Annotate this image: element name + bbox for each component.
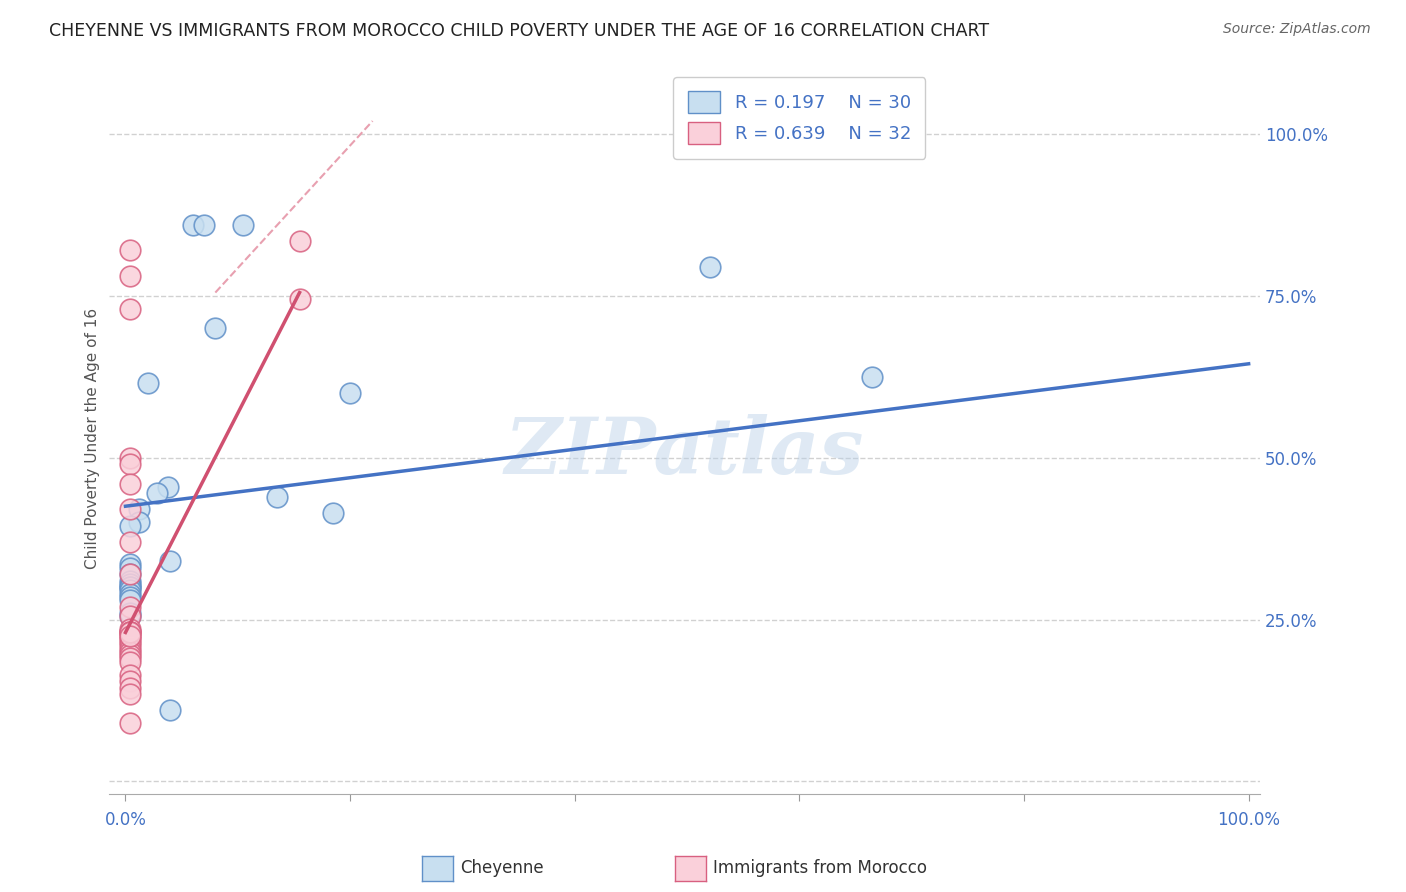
Point bbox=[118, 648, 141, 662]
Point bbox=[157, 480, 180, 494]
Point bbox=[118, 518, 141, 533]
Point bbox=[204, 321, 226, 335]
Point bbox=[118, 567, 141, 582]
Point bbox=[118, 583, 141, 598]
Point bbox=[699, 260, 721, 274]
Point bbox=[118, 577, 141, 591]
Point bbox=[181, 218, 204, 232]
Text: 0.0%: 0.0% bbox=[104, 811, 146, 829]
Point bbox=[118, 560, 141, 574]
Point bbox=[118, 655, 141, 669]
Point bbox=[118, 586, 141, 600]
Point bbox=[860, 369, 883, 384]
Point bbox=[146, 486, 169, 500]
Text: Source: ZipAtlas.com: Source: ZipAtlas.com bbox=[1223, 22, 1371, 37]
Point bbox=[118, 567, 141, 582]
Point bbox=[288, 234, 311, 248]
Point bbox=[118, 645, 141, 659]
Point bbox=[118, 641, 141, 656]
Point bbox=[118, 244, 141, 258]
Text: Cheyenne: Cheyenne bbox=[460, 859, 543, 877]
Point bbox=[118, 590, 141, 604]
Point bbox=[128, 516, 150, 530]
Point bbox=[136, 376, 159, 391]
Point bbox=[118, 687, 141, 701]
Point bbox=[118, 629, 141, 643]
Point bbox=[322, 506, 344, 520]
Point bbox=[118, 667, 141, 681]
Point bbox=[118, 269, 141, 284]
Point bbox=[118, 534, 141, 549]
Point bbox=[118, 606, 141, 620]
Point bbox=[339, 385, 361, 400]
Point bbox=[118, 632, 141, 646]
Point bbox=[118, 580, 141, 594]
Point bbox=[118, 625, 141, 640]
Point bbox=[118, 635, 141, 649]
Point bbox=[118, 622, 141, 636]
Point bbox=[118, 609, 141, 624]
Point bbox=[232, 218, 254, 232]
Point bbox=[118, 639, 141, 653]
Point bbox=[118, 681, 141, 695]
Point bbox=[193, 218, 215, 232]
Text: ZIPatlas: ZIPatlas bbox=[505, 414, 863, 491]
Point bbox=[266, 490, 288, 504]
Point bbox=[118, 502, 141, 516]
Point bbox=[118, 476, 141, 491]
Point bbox=[118, 450, 141, 465]
Point bbox=[118, 457, 141, 471]
Point bbox=[118, 609, 141, 624]
Point bbox=[118, 574, 141, 588]
Text: 100.0%: 100.0% bbox=[1218, 811, 1279, 829]
Y-axis label: Child Poverty Under the Age of 16: Child Poverty Under the Age of 16 bbox=[86, 308, 100, 569]
Text: CHEYENNE VS IMMIGRANTS FROM MOROCCO CHILD POVERTY UNDER THE AGE OF 16 CORRELATIO: CHEYENNE VS IMMIGRANTS FROM MOROCCO CHIL… bbox=[49, 22, 990, 40]
Point bbox=[128, 502, 150, 516]
Point bbox=[159, 703, 181, 717]
Point bbox=[118, 716, 141, 731]
Point bbox=[118, 651, 141, 665]
Point bbox=[288, 292, 311, 306]
Legend: R = 0.197    N = 30, R = 0.639    N = 32: R = 0.197 N = 30, R = 0.639 N = 32 bbox=[673, 77, 925, 159]
Point bbox=[159, 554, 181, 568]
Point bbox=[118, 673, 141, 688]
Point bbox=[118, 629, 141, 643]
Point bbox=[118, 580, 141, 594]
Point bbox=[118, 625, 141, 640]
Point bbox=[118, 558, 141, 572]
Point bbox=[118, 599, 141, 614]
Text: Immigrants from Morocco: Immigrants from Morocco bbox=[713, 859, 927, 877]
Point bbox=[118, 301, 141, 316]
Point bbox=[118, 593, 141, 607]
Point bbox=[118, 625, 141, 640]
